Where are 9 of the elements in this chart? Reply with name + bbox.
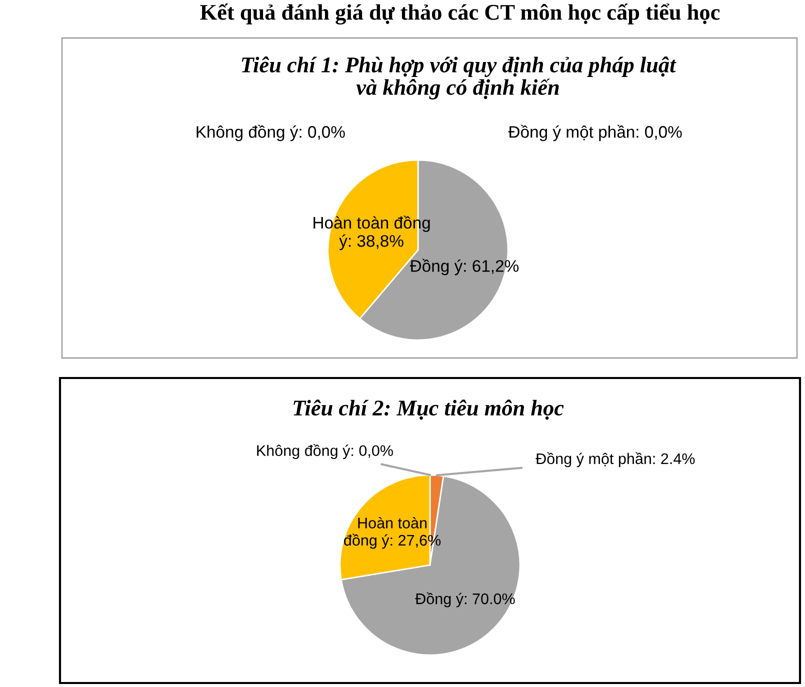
slice-label: Đồng ý: 70.0%: [415, 592, 515, 608]
chart-title: Tiêu chí 2: Mục tiêu môn học: [294, 400, 564, 420]
slice-label: Đồng ý: 61,2%: [410, 258, 519, 276]
category-label: Đồng ý một phần: 0,0%: [508, 124, 682, 142]
slice-label: Đồng ý một phần: 2.4%: [536, 452, 695, 468]
text: Kết quả đánh giá dự thảo các CT môn học cấp tiểu học: [200, 3, 720, 25]
chart-title: Tiêu chí 1: Phù hợp với quy định của pháp luật và không có định kiến: [242, 56, 676, 100]
category-label: Không đồng ý: 0,0%: [257, 444, 393, 460]
category-label: Không đồng ý: 0,0%: [196, 124, 345, 142]
